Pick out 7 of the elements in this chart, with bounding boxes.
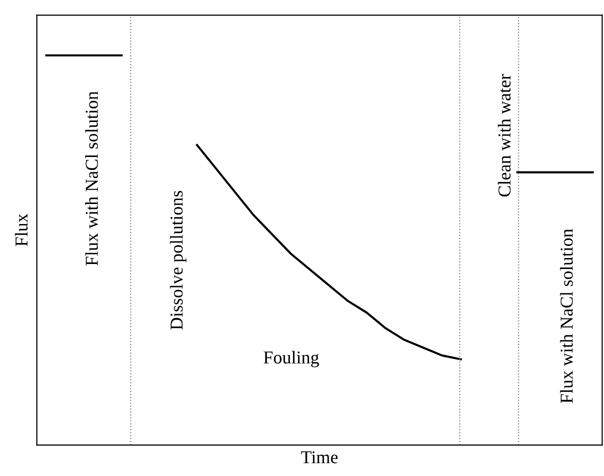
annotation: Dissolve pollutions: [170, 190, 186, 330]
annotation: Fouling: [264, 350, 319, 368]
annotation: Flux with NaCl solution: [560, 228, 573, 404]
annotation: Clean with water: [498, 74, 511, 197]
x-axis-title: Time: [301, 451, 338, 464]
annotation: Flux with NaCl solution: [85, 91, 98, 266]
y-axis-title: Flux: [14, 214, 28, 246]
